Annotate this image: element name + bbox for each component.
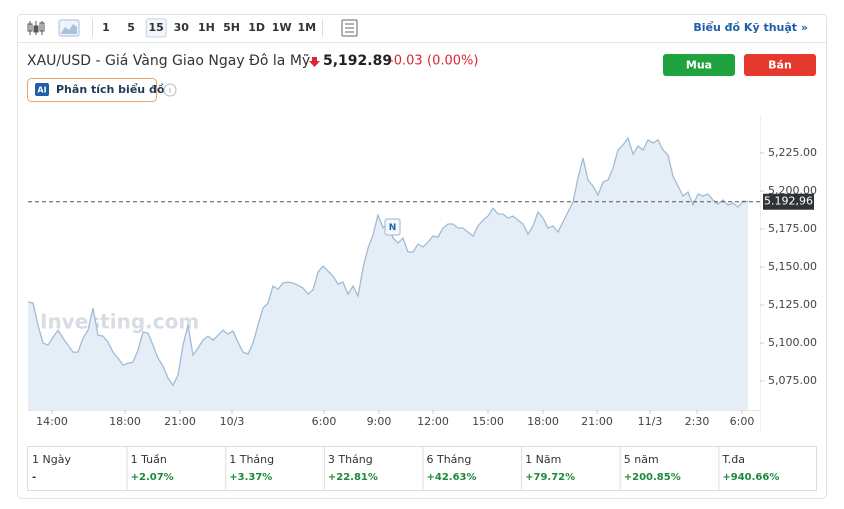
candle-icon[interactable] <box>27 21 45 35</box>
ai-button-label[interactable]: Phân tích biểu đồ <box>56 83 165 96</box>
event-marker[interactable] <box>384 218 401 236</box>
table-icon[interactable] <box>341 19 358 37</box>
area-fill <box>28 138 748 410</box>
current-price-label: 5.192,96 <box>764 195 813 208</box>
interval-button[interactable]: 1M <box>297 21 316 34</box>
down-arrow <box>309 57 320 67</box>
active-interval <box>145 18 167 38</box>
interval-button[interactable]: 1H <box>198 21 215 34</box>
period-change: +79.72% <box>525 472 575 483</box>
x-tick-label: 18:00 <box>109 415 141 428</box>
buy-label[interactable]: Mua <box>686 59 712 72</box>
y-tick-label: 5,075.00 <box>768 374 817 387</box>
period-change: +22.81% <box>328 472 378 483</box>
x-tick-label: 21:00 <box>581 415 613 428</box>
x-tick-label: 2:30 <box>685 415 710 428</box>
x-tick-label: 6:00 <box>730 415 755 428</box>
period-change: - <box>32 472 36 483</box>
period-change: +3.37% <box>229 472 272 483</box>
instrument-title: XAU/USD - Giá Vàng Giao Ngay Đô la Mỹ <box>27 53 310 69</box>
x-tick-label: 18:00 <box>527 415 559 428</box>
x-tick-label: 21:00 <box>164 415 196 428</box>
period-label: 6 Tháng <box>427 453 472 466</box>
interval-button[interactable]: 30 <box>174 21 190 34</box>
sell-label[interactable]: Bán <box>768 59 792 72</box>
buy-button[interactable] <box>663 54 735 76</box>
performance-table <box>27 446 817 491</box>
watermark: Investing.com <box>40 310 199 334</box>
interval-button[interactable]: 5 <box>127 21 135 34</box>
period-change: +2.07% <box>131 472 174 483</box>
x-tick-label: 11/3 <box>638 415 663 428</box>
y-tick-label: 5,125.00 <box>768 298 817 311</box>
period-change: +42.63% <box>427 472 477 483</box>
interval-button[interactable]: 5H <box>223 21 240 34</box>
interval-button[interactable]: 1W <box>272 21 292 34</box>
period-label: 5 năm <box>624 453 659 466</box>
sell-button[interactable] <box>744 54 816 76</box>
ai-badge-text: AI <box>37 86 46 95</box>
chart: Investing.com5,225.005,200.005,175.005,1… <box>27 136 817 428</box>
performance-cells: 1 Ngày - 1 Tuần +2.07% 1 Tháng +3.37% 3 Tháng +… <box>32 447 779 490</box>
ai-badge <box>35 83 49 96</box>
x-tick-label: 6:00 <box>312 415 337 428</box>
period-label: 1 Tháng <box>229 453 274 466</box>
period-label: 1 Tuần <box>131 453 167 466</box>
x-tick-label: 10/3 <box>220 415 245 428</box>
y-tick-label: 5,100.00 <box>768 336 817 349</box>
price-change: -0.03 <box>389 54 423 69</box>
interval-button[interactable]: 1D <box>248 21 265 34</box>
x-tick-label: 12:00 <box>417 415 449 428</box>
period-label: T.đa <box>721 453 745 466</box>
area-icon[interactable] <box>58 19 80 37</box>
interval-button[interactable]: 1 <box>102 21 110 34</box>
period-change: +940.66% <box>722 472 779 483</box>
period-label: 1 Năm <box>525 453 561 466</box>
event-marker-label[interactable]: N <box>389 223 397 233</box>
x-tick-label: 14:00 <box>36 415 68 428</box>
y-tick-label: 5,150.00 <box>768 260 817 273</box>
y-tick-label: 5,175.00 <box>768 222 817 235</box>
x-tick-label: 15:00 <box>472 415 504 428</box>
price: 5,192.89 <box>323 53 392 69</box>
ai-button[interactable] <box>27 78 157 102</box>
y-tick-label: 5,225.00 <box>768 146 817 159</box>
x-tick-label: 9:00 <box>367 415 392 428</box>
period-label: 1 Ngày <box>32 453 71 466</box>
period-change: +200.85% <box>624 472 681 483</box>
price-change-percent: (0.00%) <box>427 54 478 69</box>
technical-chart-link[interactable]: Biểu đồ Kỹ thuật » <box>693 21 808 34</box>
interval-button[interactable]: 15 <box>149 21 164 34</box>
period-label: 3 Tháng <box>328 453 373 466</box>
current-price-tag <box>763 193 814 210</box>
info-icon[interactable] <box>163 83 177 97</box>
